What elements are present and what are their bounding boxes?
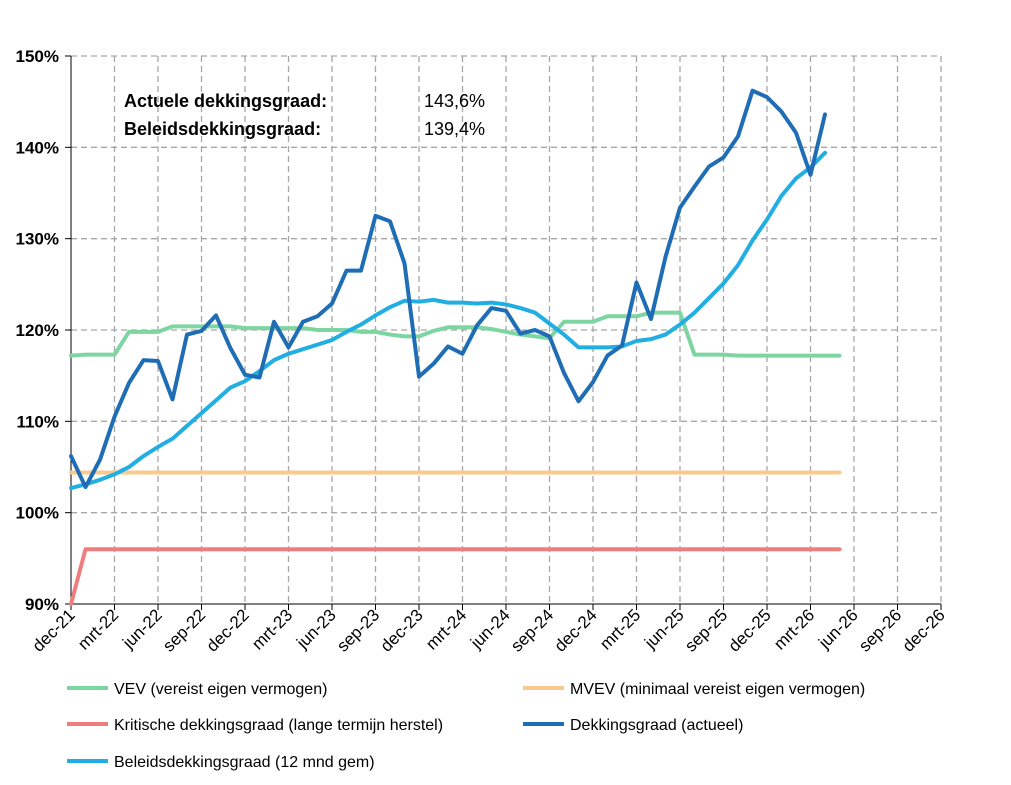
y-tick-label: 150%	[16, 47, 59, 66]
series-line-beleid	[69, 150, 827, 491]
series-line-actueel	[69, 88, 827, 490]
legend-label-actueel: Dekkingsgraad (actueel)	[570, 717, 743, 734]
x-tick-label: dec-26	[899, 605, 949, 655]
axes	[65, 55, 942, 610]
x-tick-label: jun-24	[466, 605, 514, 653]
series-layer	[69, 88, 842, 606]
y-tick-label: 130%	[16, 230, 59, 249]
legend: VEV (vereist eigen vermogen) MVEV (minim…	[67, 681, 865, 771]
y-tick-labels: 90% 100% 110% 120% 130% 140% 150%	[16, 47, 59, 614]
x-tick-label: mrt-23	[248, 605, 296, 653]
x-tick-label: dec-25	[725, 605, 775, 655]
annotation-policy-value: 139,4%	[424, 119, 485, 139]
annotation-actual-value: 143,6%	[424, 91, 485, 111]
legend-label-beleid: Beleidsdekkingsgraad (12 mnd gem)	[114, 754, 375, 771]
legend-label-kritisch: Kritische dekkingsgraad (lange termijn h…	[114, 717, 443, 734]
x-tick-label: sep-26	[855, 605, 905, 655]
x-tick-label: mrt-26	[770, 605, 818, 653]
x-tick-labels: dec-21mrt-22jun-22sep-22dec-22mrt-23jun-…	[29, 605, 949, 655]
x-tick-label: sep-25	[681, 605, 731, 655]
x-tick-label: mrt-24	[422, 605, 470, 653]
x-tick-label: sep-24	[507, 605, 557, 655]
x-tick-label: jun-23	[292, 605, 340, 653]
x-tick-label: mrt-22	[74, 605, 122, 653]
series-line-vev	[69, 310, 842, 358]
legend-label-mvev: MVEV (minimaal vereist eigen vermogen)	[570, 681, 865, 698]
legend-label-vev: VEV (vereist eigen vermogen)	[114, 681, 327, 698]
y-tick-label: 100%	[16, 504, 59, 523]
x-tick-label: dec-24	[551, 605, 601, 655]
annotation-policy-label: Beleidsdekkingsgraad:	[124, 119, 321, 139]
series-line-kritisch	[69, 547, 842, 606]
y-tick-label: 90%	[25, 595, 59, 614]
y-tick-label: 110%	[16, 412, 59, 431]
annotation-box: Actuele dekkingsgraad: 143,6% Beleidsdek…	[124, 91, 485, 139]
annotation-actual-label: Actuele dekkingsgraad:	[124, 91, 327, 111]
x-tick-label: jun-26	[814, 605, 862, 653]
x-tick-label: dec-22	[203, 605, 253, 655]
x-tick-label: sep-22	[159, 605, 209, 655]
x-tick-label: jun-22	[118, 605, 166, 653]
x-tick-label: mrt-25	[596, 605, 644, 653]
x-tick-label: dec-23	[377, 605, 427, 655]
y-tick-label: 140%	[16, 138, 59, 157]
x-tick-label: jun-25	[640, 605, 688, 653]
x-tick-label: sep-23	[333, 605, 383, 655]
y-tick-label: 120%	[16, 321, 59, 340]
